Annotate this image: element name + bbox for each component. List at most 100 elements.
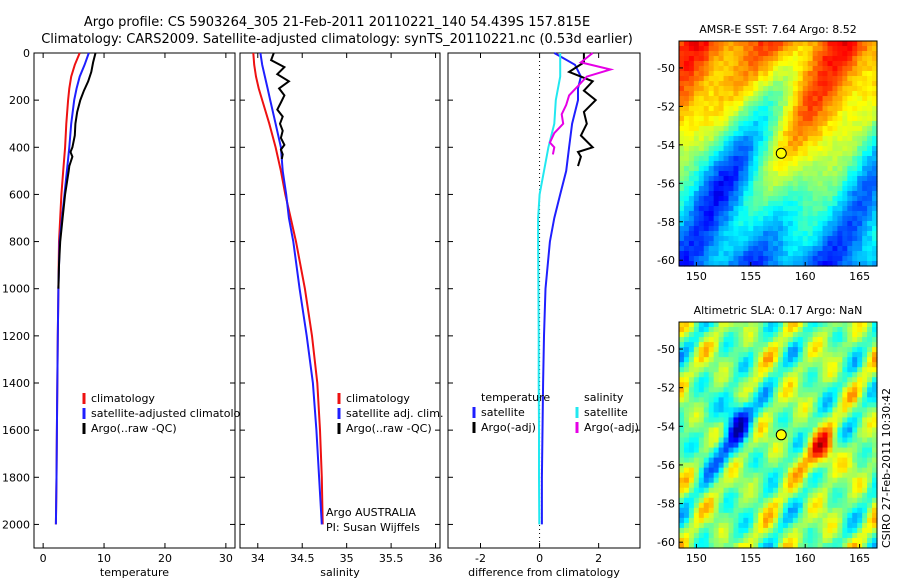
map-cell xyxy=(763,437,769,444)
map-cell xyxy=(728,96,735,102)
map-cell xyxy=(683,51,690,57)
map-cell xyxy=(733,427,739,434)
map-cell xyxy=(768,447,774,454)
map-cell xyxy=(778,532,784,539)
map-cell xyxy=(728,141,735,147)
map-cell xyxy=(827,472,834,479)
map-cell xyxy=(812,352,819,358)
map-cell xyxy=(698,397,705,403)
map-cell xyxy=(768,226,774,232)
map-cell xyxy=(703,151,710,157)
map-cell xyxy=(852,126,858,132)
map-cell xyxy=(753,477,759,484)
map-cell xyxy=(792,447,799,454)
map-cell xyxy=(832,417,838,424)
map-cell xyxy=(792,231,799,237)
map-cell xyxy=(822,46,829,52)
map-cell xyxy=(837,66,843,72)
map-cell xyxy=(837,512,843,519)
map-cell xyxy=(773,492,779,499)
map-cell xyxy=(679,487,685,494)
map-cell xyxy=(753,141,759,147)
map-cell xyxy=(792,532,799,539)
map-cell xyxy=(679,482,685,489)
map-cell xyxy=(797,517,804,524)
map-cell xyxy=(743,372,749,378)
map-cell xyxy=(862,241,868,247)
map-cell xyxy=(738,191,744,197)
map-cell xyxy=(782,422,789,429)
map-cell xyxy=(708,542,715,549)
map-cell xyxy=(852,337,858,343)
map-cell xyxy=(708,191,715,197)
map-cell xyxy=(802,176,809,182)
map-cell xyxy=(857,457,863,464)
map-cell xyxy=(688,417,695,424)
map-cell xyxy=(679,246,685,252)
map-cell xyxy=(738,517,744,524)
map-cell xyxy=(758,81,764,87)
map-cell xyxy=(693,46,700,52)
map-cell xyxy=(713,482,720,489)
map-cell xyxy=(718,467,725,474)
map-cell xyxy=(812,236,819,242)
map-cell xyxy=(718,156,725,162)
map-cell xyxy=(708,41,715,47)
legend-label: climatology xyxy=(91,392,155,405)
map-cell xyxy=(787,156,794,162)
map-cell xyxy=(827,196,834,202)
map-cell xyxy=(787,196,794,202)
map-cell xyxy=(872,417,878,424)
map-cell xyxy=(782,512,789,519)
map-cell xyxy=(857,527,863,534)
map-cell xyxy=(728,191,735,197)
map-cell xyxy=(773,487,779,494)
map-cell xyxy=(723,417,730,424)
map-cell xyxy=(748,241,754,247)
map-cell xyxy=(822,101,829,107)
map-cell xyxy=(817,367,824,373)
map-cell xyxy=(683,407,690,413)
map-cell xyxy=(852,352,858,358)
map-cell xyxy=(847,216,853,222)
map-cell xyxy=(847,226,853,232)
map-cell xyxy=(857,51,863,57)
map-cell xyxy=(773,447,779,454)
map-cell xyxy=(787,447,794,454)
map-cell xyxy=(713,407,720,413)
map-cell xyxy=(857,497,863,504)
map-cell xyxy=(822,392,829,398)
map-cell xyxy=(852,357,858,363)
map-cell xyxy=(792,56,799,62)
map-cell xyxy=(778,241,784,247)
map-cell xyxy=(693,437,700,444)
map-cell xyxy=(723,347,730,353)
map-cell xyxy=(807,236,814,242)
map-cell xyxy=(733,246,739,252)
map-cell xyxy=(713,452,720,459)
map-cell xyxy=(837,527,843,534)
map-cell xyxy=(768,91,774,97)
map-cell xyxy=(837,422,843,429)
map-cell xyxy=(812,522,819,529)
map-cell xyxy=(842,111,848,117)
map-cell xyxy=(797,452,804,459)
map-cell xyxy=(822,462,829,469)
map-cell xyxy=(852,327,858,333)
map-cell xyxy=(688,246,695,252)
plot-frame xyxy=(33,52,236,549)
map-cell xyxy=(733,422,739,429)
map-cell xyxy=(683,251,690,257)
map-cell xyxy=(698,41,705,47)
map-cell xyxy=(852,362,858,368)
map-cell xyxy=(753,362,759,368)
map-cell xyxy=(703,76,710,82)
map-cell xyxy=(718,332,725,338)
map-cell xyxy=(768,372,774,378)
map-cell xyxy=(723,181,730,187)
map-cell xyxy=(733,522,739,529)
map-cell xyxy=(852,342,858,348)
map-cell xyxy=(872,527,878,534)
map-cell xyxy=(872,402,878,408)
map-cell xyxy=(862,482,868,489)
